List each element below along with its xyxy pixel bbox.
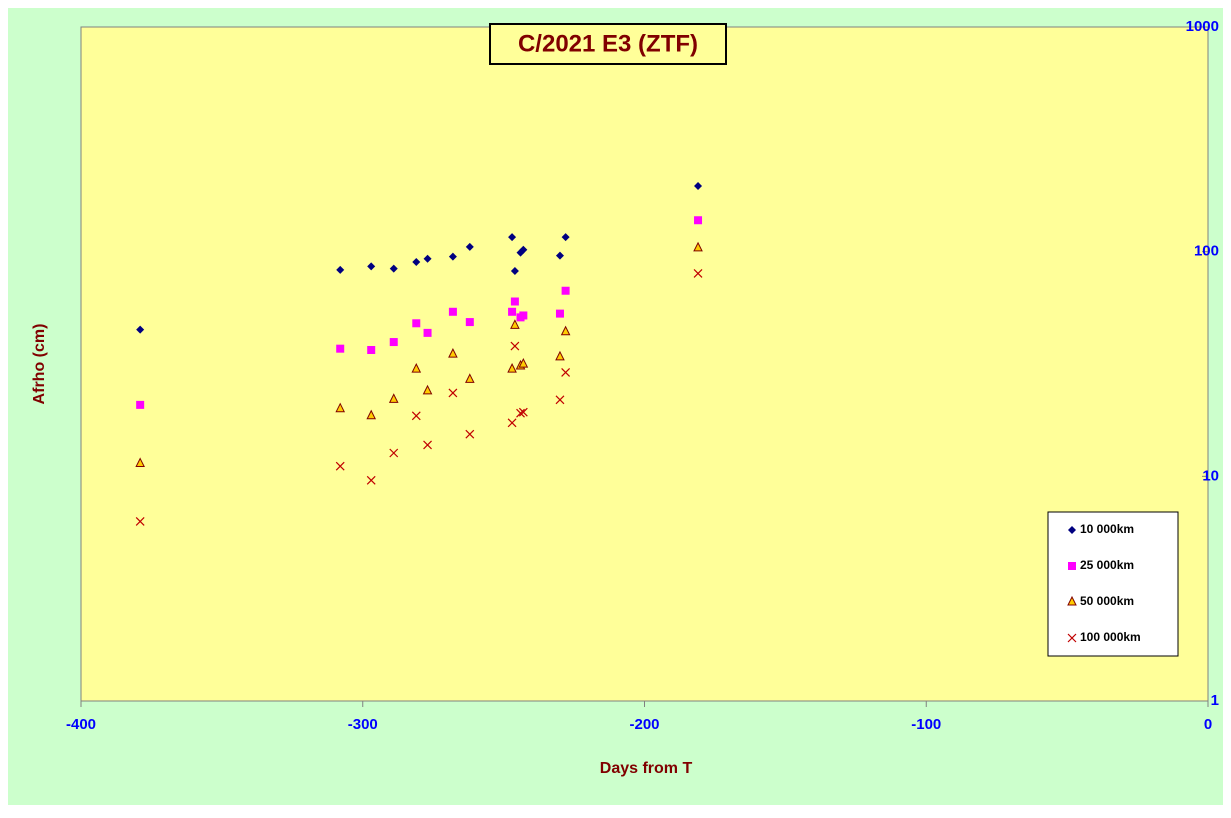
data-point [561,286,570,295]
data-point [510,319,520,329]
data-point [136,400,145,409]
y-tick-label: 10 [1202,467,1219,484]
plot-area [80,26,1209,702]
data-point [388,393,399,403]
legend-marker [1067,595,1077,606]
data-point [412,257,421,266]
x-tick-label: -100 [911,716,941,733]
data-point [411,411,421,421]
legend-label: 25 000km [1080,558,1134,572]
data-point [508,307,517,316]
legend-label: 50 000km [1080,594,1134,608]
x-tick-label: -400 [66,716,96,733]
legend-marker [1068,526,1076,534]
data-point [507,418,517,428]
data-point [423,440,432,450]
data-point [366,475,376,485]
data-point [136,325,145,334]
data-point [448,388,458,398]
data-point [389,264,398,273]
y-tick-label: 1 [1211,692,1219,709]
data-point [693,241,703,252]
data-point [411,363,422,373]
y-axis-label: Afrho (cm) [31,324,48,405]
data-point [422,384,433,395]
data-point [508,233,517,242]
data-point [336,344,345,353]
data-point [694,216,703,225]
data-point [519,245,528,254]
data-point [555,251,564,260]
data-point [465,373,475,383]
data-point [423,254,432,263]
data-point [135,457,145,468]
data-point [555,309,564,318]
data-point [693,269,703,278]
data-point [448,307,457,316]
y-tick-label: 100 [1194,243,1219,260]
data-point [510,267,519,276]
data-point [423,328,432,337]
data-point [389,448,399,458]
data-point [516,408,525,418]
legend-marker [1068,562,1076,570]
data-point [465,318,474,327]
legend-marker [1067,633,1077,643]
data-point [412,319,421,328]
data-point [465,429,475,439]
data-point [507,363,517,373]
data-point [694,182,703,191]
data-point [335,461,345,471]
data-point [335,402,346,413]
data-point [519,311,528,320]
data-point [561,233,570,242]
data-point [518,407,528,417]
data-point [555,350,565,361]
x-axis-label: Days from T [600,760,693,777]
data-point [560,325,571,336]
y-tick-label: 1000 [1186,18,1219,35]
data-point [561,368,571,377]
data-point [366,409,377,420]
data-point [555,395,565,405]
x-tick-label: -200 [629,716,659,733]
title-box [489,23,727,65]
data-point [510,341,520,351]
legend-label: 10 000km [1080,522,1134,536]
legend-label: 100 000km [1080,630,1141,644]
data-point [389,338,398,347]
data-point [448,347,458,358]
data-point [135,516,145,526]
data-point [448,252,457,261]
x-tick-label: -300 [348,716,378,733]
legend-box [1047,511,1179,657]
data-point [465,242,474,251]
data-point [336,265,345,274]
chart-title: C/2021 E3 (ZTF) [518,30,698,57]
x-tick-label: 0 [1204,716,1212,733]
data-point [518,357,529,368]
data-point [367,346,376,355]
data-point [510,297,519,306]
data-point [367,262,376,271]
